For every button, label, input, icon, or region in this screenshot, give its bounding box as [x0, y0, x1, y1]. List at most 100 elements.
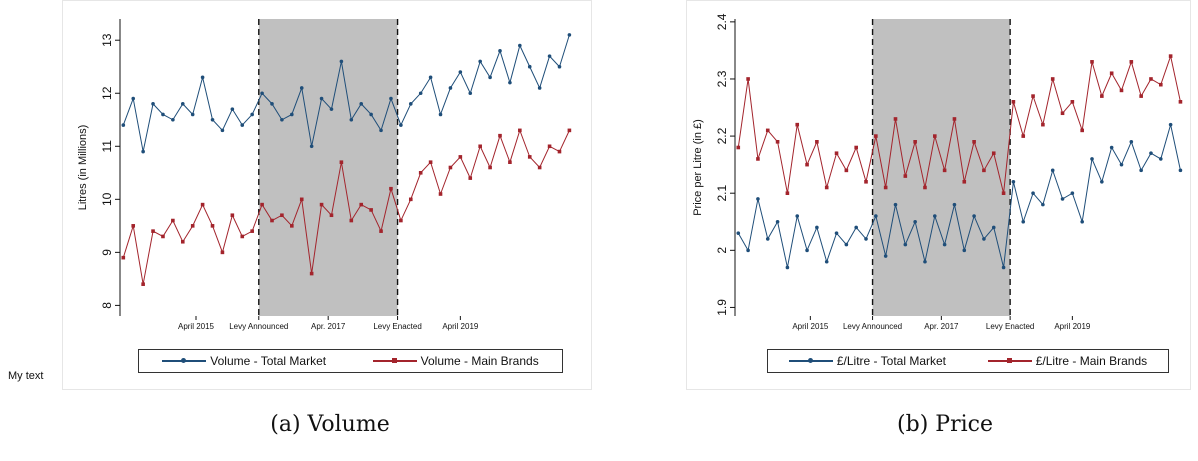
- data-point-main-brands: [1001, 191, 1006, 196]
- legend-label-total-market: Volume - Total Market: [210, 354, 327, 368]
- data-point-total-market: [448, 86, 453, 90]
- data-point-main-brands: [290, 224, 294, 228]
- data-point-main-brands: [883, 185, 888, 190]
- data-point-total-market: [1021, 219, 1026, 224]
- x-tick-label: April 2019: [1054, 322, 1091, 331]
- data-point-total-market: [418, 91, 423, 96]
- data-point-total-market: [893, 202, 898, 207]
- data-point-total-market: [369, 112, 373, 117]
- data-point-main-brands: [547, 144, 552, 149]
- data-point-main-brands: [567, 128, 572, 133]
- data-point-total-market: [141, 149, 145, 154]
- data-point-total-market: [854, 225, 858, 230]
- data-point-main-brands: [518, 128, 522, 133]
- data-point-main-brands: [389, 186, 393, 191]
- data-point-total-market: [1080, 219, 1084, 224]
- legend-item-total-market: £/Litre - Total Market: [788, 354, 947, 368]
- data-point-main-brands: [1129, 60, 1134, 64]
- data-point-main-brands: [874, 134, 878, 138]
- data-point-total-market: [498, 49, 502, 53]
- data-point-total-market: [815, 225, 819, 230]
- data-point-total-market: [408, 102, 413, 106]
- data-point-main-brands: [1119, 88, 1124, 93]
- data-point-total-market: [834, 231, 839, 235]
- legend-item-main-brands: £/Litre - Main Brands: [987, 354, 1148, 368]
- data-point-total-market: [1149, 151, 1153, 156]
- data-point-main-brands: [537, 165, 542, 170]
- data-point-total-market: [972, 214, 976, 218]
- data-point-total-market: [518, 43, 522, 48]
- data-point-total-market: [508, 80, 512, 85]
- data-point-main-brands: [893, 117, 898, 121]
- y-tick-label: 2.4: [715, 13, 729, 30]
- price-chart-panel: 1.9 2 2.1 2.2 2.3 2.4 April 2015 Levy Announced…: [686, 0, 1191, 390]
- y-tick-label: 13: [100, 33, 114, 47]
- data-point-main-brands: [962, 179, 967, 184]
- data-point-total-market: [1168, 122, 1173, 127]
- data-point-total-market: [785, 265, 790, 270]
- price-legend: £/Litre - Total Market £/Litre - Main Br…: [767, 349, 1169, 373]
- data-point-main-brands: [765, 128, 770, 133]
- data-point-main-brands: [200, 202, 205, 207]
- data-point-total-market: [942, 242, 947, 247]
- data-point-total-market: [805, 248, 809, 253]
- x-tick-label: April 2019: [442, 322, 479, 331]
- data-point-total-market: [230, 107, 235, 111]
- data-point-main-brands: [1080, 128, 1084, 133]
- data-point-total-market: [824, 259, 829, 264]
- data-point-main-brands: [1109, 71, 1114, 76]
- data-point-total-market: [210, 117, 215, 122]
- legend-label-main-brands: £/Litre - Main Brands: [1035, 354, 1148, 368]
- legend-key-total-market: [788, 356, 833, 366]
- y-tick-label: 2: [715, 247, 729, 254]
- levy-period-shade: [872, 19, 1011, 316]
- data-point-main-brands: [1158, 82, 1163, 87]
- data-point-total-market: [775, 219, 780, 224]
- y-tick-label: 11: [100, 140, 114, 153]
- series-line-total-market: [122, 34, 570, 152]
- data-point-main-brands: [339, 160, 344, 164]
- data-point-main-brands: [557, 149, 562, 154]
- y-tick-label: 1.9: [715, 299, 729, 316]
- data-point-main-brands: [369, 208, 373, 212]
- x-tick-label: Levy Enacted: [373, 322, 421, 331]
- data-point-main-brands: [399, 218, 403, 223]
- data-point-total-market: [991, 225, 996, 230]
- data-point-total-market: [1031, 191, 1035, 196]
- data-point-total-market: [1178, 168, 1183, 173]
- data-point-main-brands: [260, 202, 264, 207]
- data-point-main-brands: [932, 134, 937, 138]
- data-point-total-market: [765, 237, 770, 241]
- data-point-total-market: [1070, 191, 1075, 196]
- data-point-total-market: [557, 64, 562, 69]
- data-point-main-brands: [1070, 100, 1075, 104]
- data-point-total-market: [567, 33, 572, 37]
- data-point-total-market: [1041, 202, 1045, 207]
- data-point-main-brands: [982, 168, 986, 173]
- data-point-main-brands: [408, 197, 413, 202]
- data-point-main-brands: [923, 185, 927, 190]
- data-point-main-brands: [1168, 54, 1173, 58]
- legend-label-total-market: £/Litre - Total Market: [836, 354, 947, 368]
- data-point-total-market: [190, 112, 195, 117]
- data-point-total-market: [962, 248, 967, 253]
- data-point-main-brands: [468, 176, 473, 180]
- data-point-main-brands: [1031, 94, 1035, 98]
- data-point-main-brands: [309, 271, 314, 276]
- data-point-total-market: [1100, 179, 1104, 184]
- x-tick-label: Levy Enacted: [986, 322, 1034, 331]
- data-point-total-market: [290, 112, 294, 117]
- data-point-main-brands: [1060, 111, 1065, 116]
- data-point-main-brands: [359, 202, 364, 207]
- data-point-main-brands: [942, 168, 947, 173]
- data-point-total-market: [171, 117, 175, 122]
- data-point-main-brands: [329, 213, 334, 218]
- y-tick-label: 2.2: [715, 127, 729, 144]
- data-point-main-brands: [756, 157, 760, 161]
- x-tick-label: Levy Announced: [229, 322, 288, 331]
- data-point-total-market: [260, 91, 264, 96]
- data-point-main-brands: [1090, 60, 1094, 64]
- data-point-total-market: [1001, 265, 1006, 270]
- x-tick-label: Levy Announced: [843, 322, 902, 331]
- data-point-main-brands: [746, 77, 750, 81]
